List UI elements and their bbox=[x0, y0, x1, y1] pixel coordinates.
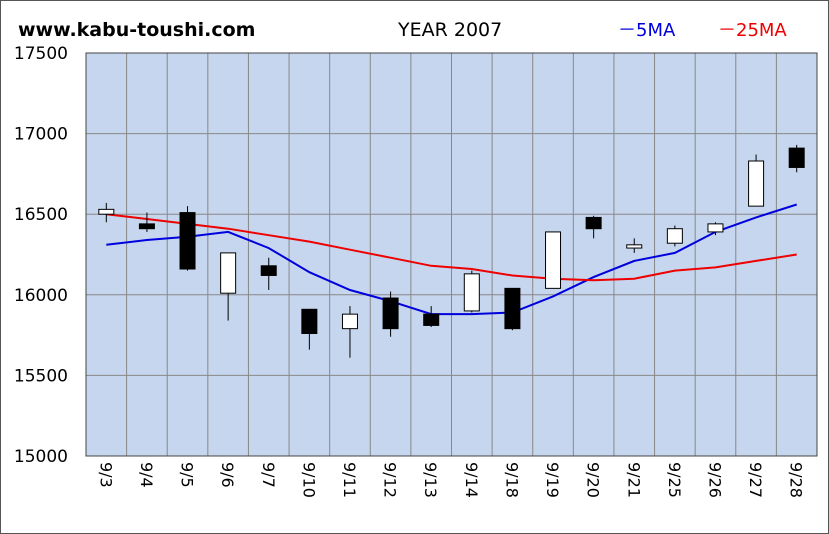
candle-9/25 bbox=[666, 225, 683, 247]
x-tick-label: 9/3 bbox=[96, 462, 115, 488]
candle-9/27 bbox=[748, 154, 765, 207]
x-tick-label: 9/19 bbox=[543, 462, 562, 498]
candle-body bbox=[179, 212, 196, 270]
x-tick-label: 9/18 bbox=[502, 462, 521, 498]
moving-average-lines bbox=[106, 203, 798, 316]
x-tick-label: 9/12 bbox=[381, 462, 400, 498]
legend-item-5ma: －5MA bbox=[618, 20, 676, 41]
candles bbox=[98, 144, 805, 358]
candle-9/4 bbox=[138, 212, 155, 232]
candle-body bbox=[585, 216, 602, 230]
candle-9/20 bbox=[585, 215, 602, 239]
x-tick-label: 9/14 bbox=[462, 462, 481, 498]
candle-body bbox=[788, 147, 805, 168]
candle-9/18 bbox=[504, 287, 521, 331]
chart-title: YEAR 2007 bbox=[397, 19, 502, 41]
y-tick-label: 17000 bbox=[14, 125, 68, 145]
candle-body bbox=[666, 228, 683, 244]
candle-body bbox=[220, 252, 237, 294]
x-tick-label: 9/28 bbox=[787, 462, 806, 498]
candle-body bbox=[382, 297, 399, 330]
series-line-5ma bbox=[106, 203, 798, 316]
candle-9/13 bbox=[423, 306, 440, 328]
candle-body bbox=[341, 313, 358, 330]
x-tick-label: 9/20 bbox=[584, 462, 603, 498]
candle-body bbox=[260, 265, 277, 276]
candle-body bbox=[98, 208, 115, 215]
x-tick-label: 9/10 bbox=[299, 462, 318, 498]
x-axis-ticks: 9/3 9/4 9/5 9/6 9/7 9/10 9/11 9/12 9/13 9/14 9/18 9… bbox=[96, 462, 805, 498]
x-tick-label: 9/4 bbox=[137, 462, 156, 488]
candle-9/10 bbox=[301, 308, 318, 350]
y-tick-label: 15500 bbox=[14, 366, 68, 386]
candle-9/3 bbox=[98, 202, 115, 223]
candle-9/21 bbox=[626, 238, 643, 253]
y-tick-label: 16500 bbox=[14, 205, 68, 225]
candle-9/28 bbox=[788, 144, 805, 173]
candle-body bbox=[301, 308, 318, 334]
candle-9/26 bbox=[707, 222, 724, 236]
x-tick-label: 9/7 bbox=[259, 462, 278, 488]
y-tick-label: 17500 bbox=[14, 44, 68, 64]
candle-9/7 bbox=[260, 257, 277, 290]
candle-9/12 bbox=[382, 291, 399, 337]
x-tick-label: 9/13 bbox=[421, 462, 440, 498]
candle-body bbox=[748, 160, 765, 207]
candle-body bbox=[626, 244, 643, 249]
legend: －5MA －25MA bbox=[618, 20, 787, 41]
candle-body bbox=[423, 313, 440, 326]
candle-body bbox=[504, 287, 521, 330]
series-line-25ma bbox=[106, 213, 797, 282]
candle-9/11 bbox=[341, 306, 358, 358]
x-tick-label: 9/25 bbox=[665, 462, 684, 498]
x-tick-label: 9/26 bbox=[705, 462, 724, 498]
candle-9/5 bbox=[179, 206, 196, 271]
y-tick-label: 16000 bbox=[14, 286, 68, 306]
site-name: www.kabu-toushi.com bbox=[18, 19, 255, 41]
x-tick-label: 9/6 bbox=[218, 462, 237, 488]
candle-body bbox=[463, 273, 480, 312]
x-tick-label: 9/21 bbox=[624, 462, 643, 498]
x-tick-label: 9/5 bbox=[178, 462, 197, 488]
y-tick-label: 15000 bbox=[14, 447, 68, 467]
candle-body bbox=[138, 223, 155, 230]
x-tick-label: 9/27 bbox=[746, 462, 765, 498]
candle-9/14 bbox=[463, 270, 480, 313]
legend-item-25ma: －25MA bbox=[718, 20, 787, 41]
candle-body bbox=[707, 223, 724, 233]
candle-9/19 bbox=[545, 231, 562, 289]
plot-border bbox=[85, 52, 818, 457]
x-tick-label: 9/11 bbox=[340, 462, 359, 498]
candle-body bbox=[545, 231, 562, 289]
y-axis-ticks: 15000 15500 16000 16500 17000 17500 bbox=[14, 44, 68, 467]
candle-9/6 bbox=[220, 252, 237, 321]
